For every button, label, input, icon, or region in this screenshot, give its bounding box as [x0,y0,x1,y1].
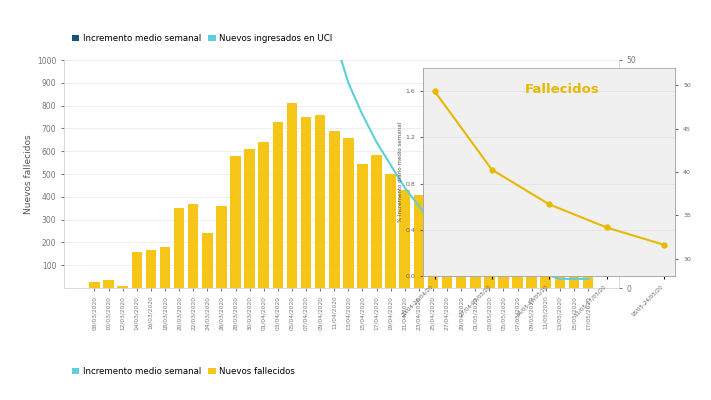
Y-axis label: % Incremento diario medio semanal: % Incremento diario medio semanal [397,122,402,222]
Bar [287,103,297,288]
Bar [484,224,495,288]
Bar [160,247,171,288]
Bar [329,131,340,288]
Bar [301,117,311,288]
Bar [583,268,594,288]
Bar [414,194,424,288]
Bar [555,242,565,288]
Bar [526,246,537,288]
Text: Fallecidos: Fallecidos [525,82,599,96]
Bar [456,212,466,288]
Bar [146,250,156,288]
Bar [540,247,551,288]
Bar [272,122,283,288]
Bar [512,238,523,288]
Bar [132,252,142,288]
Y-axis label: Nuevos fallecidos: Nuevos fallecidos [23,134,33,214]
Bar [216,206,227,288]
Bar [569,265,579,288]
Bar [470,220,481,288]
Bar [427,188,438,288]
Bar [343,138,353,288]
Bar [357,164,368,288]
Bar [371,155,382,288]
Bar [245,149,255,288]
Bar [173,208,184,288]
Bar [258,142,269,288]
Bar [498,250,509,288]
Bar [89,282,100,288]
Legend: Incremento medio semanal, Nuevos fallecidos: Incremento medio semanal, Nuevos falleci… [68,364,299,380]
Bar [385,174,396,288]
Bar [202,233,213,288]
Bar [315,115,326,288]
Bar [103,280,114,288]
Bar [117,286,128,288]
Bar [230,156,241,288]
Bar [188,204,198,288]
Bar [442,190,452,288]
Bar [400,190,410,288]
